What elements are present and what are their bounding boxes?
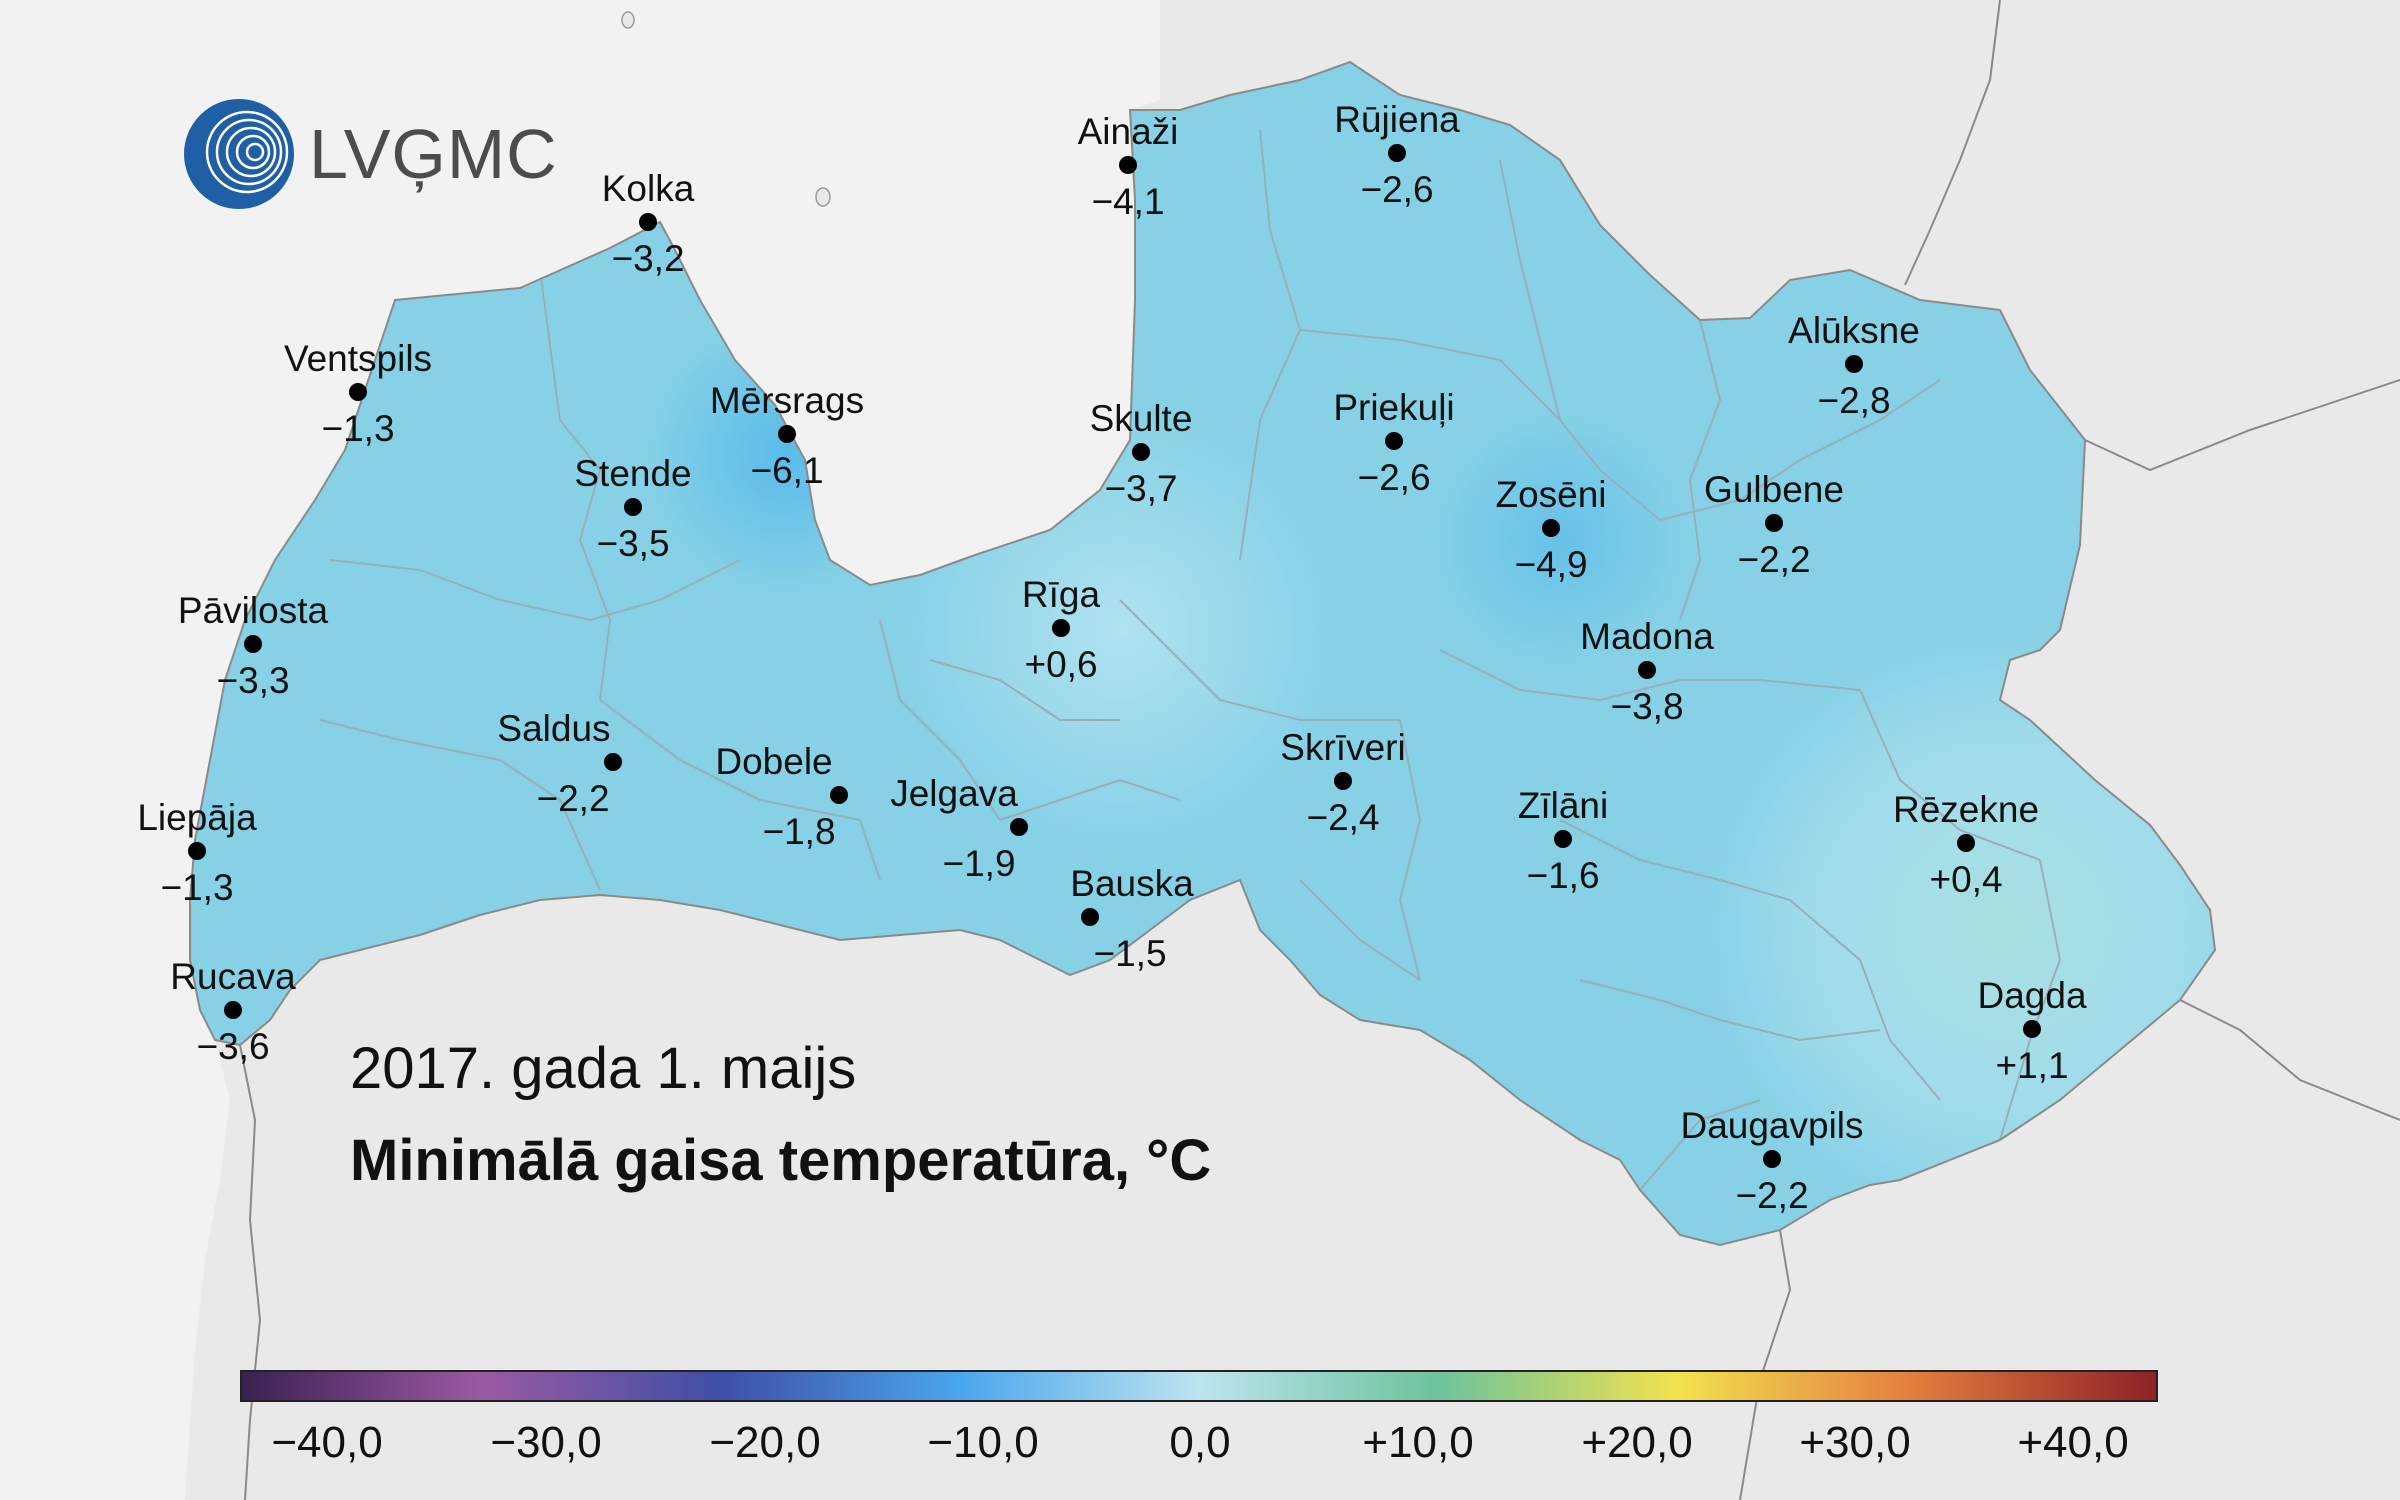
station-name: Stende: [574, 453, 692, 494]
station-temperature: −2,2: [1735, 1175, 1809, 1216]
station-marker: [1334, 772, 1352, 790]
station-temperature: −3,7: [1104, 468, 1178, 509]
station-name: Bauska: [1070, 863, 1194, 904]
station-marker: [224, 1001, 242, 1019]
station-temperature: −6,1: [750, 450, 824, 491]
temperature-colorbar: [240, 1370, 2158, 1402]
station-marker: [1542, 519, 1560, 537]
station-temperature: −2,2: [1737, 539, 1811, 580]
station-marker: [1388, 144, 1406, 162]
station-name: Rēzekne: [1892, 789, 2040, 830]
station-name: Liepāja: [137, 797, 257, 838]
colorbar-tick-label: +10,0: [1362, 1418, 1474, 1467]
station-marker: [1385, 432, 1403, 450]
colorbar-tick-label: −10,0: [927, 1418, 1039, 1467]
station-name: Skulte: [1089, 398, 1193, 439]
station-marker: [1081, 908, 1099, 926]
station-marker: [188, 842, 206, 860]
neighbour-borders: [239, 0, 2400, 1500]
station-name: Ventspils: [283, 338, 433, 379]
colorbar-tick-label: 0,0: [1169, 1418, 1231, 1467]
island: [815, 187, 831, 207]
island: [621, 11, 635, 29]
station-name: Gulbene: [1704, 469, 1844, 510]
station-name: Alūksne: [1788, 310, 1920, 351]
station-name: Madona: [1580, 616, 1714, 657]
station-name: Zīlāni: [1517, 785, 1609, 826]
station-marker: [1765, 514, 1783, 532]
colorbar-tick-label: +40,0: [2017, 1418, 2129, 1467]
station-temperature: −1,3: [160, 867, 234, 908]
station-name: Rīga: [1021, 574, 1101, 615]
station-name: Rucava: [170, 956, 296, 997]
station-marker: [1132, 443, 1150, 461]
station-marker: [2023, 1020, 2041, 1038]
station-temperature: −1,8: [762, 811, 836, 852]
station-name: Saldus: [497, 708, 611, 749]
station-temperature: −3,6: [196, 1026, 270, 1067]
lvgmc-logo-text: LVĢMC: [309, 115, 558, 193]
station-name: Rūjiena: [1334, 99, 1460, 140]
station-temperature: −3,2: [611, 238, 685, 279]
station-temperature: −1,6: [1526, 855, 1600, 896]
municipality-borders: [319, 129, 2062, 1191]
colorbar-tick-label: +30,0: [1799, 1418, 1911, 1467]
station-name: Jelgava: [890, 773, 1018, 814]
latvia-outline: [189, 60, 2217, 1247]
station-marker: [778, 425, 796, 443]
station-marker: [244, 635, 262, 653]
station-marker: [1763, 1150, 1781, 1168]
colorbar-tick-label: −40,0: [271, 1418, 383, 1467]
baltic-sea: [0, 0, 1160, 1500]
station-temperature: −2,8: [1817, 380, 1891, 421]
station-marker: [1052, 619, 1070, 637]
station-marker: [830, 786, 848, 804]
colorbar-tick-label: −30,0: [490, 1418, 602, 1467]
station-temperature: −3,5: [596, 523, 670, 564]
lvgmc-logo-icon: [184, 99, 294, 209]
colorbar-tick-label: +20,0: [1581, 1418, 1693, 1467]
colorbar-tick-label: −20,0: [709, 1418, 821, 1467]
station-name: Skrīveri: [1280, 727, 1406, 768]
station-temperature: −2,6: [1357, 457, 1431, 498]
station-temperature: −1,9: [942, 843, 1016, 884]
station-marker: [1638, 661, 1656, 679]
station-temperature: −2,2: [536, 778, 610, 819]
lvgmc-logo: LVĢMC: [183, 98, 558, 210]
station-temperature: −4,9: [1514, 544, 1588, 585]
station-temperature: −1,5: [1093, 933, 1167, 974]
station-name: Priekuļi: [1333, 387, 1455, 428]
station-marker: [1010, 818, 1028, 836]
station-name: Ainaži: [1077, 111, 1179, 152]
station-name: Pāvilosta: [177, 590, 329, 631]
station-temperature: −1,3: [321, 408, 395, 449]
station-marker: [1845, 355, 1863, 373]
station-marker: [349, 383, 367, 401]
station-name: Zosēni: [1495, 474, 1607, 515]
station-marker: [1119, 156, 1137, 174]
station-temperature: −2,4: [1306, 797, 1380, 838]
station-name: Mērsrags: [709, 380, 865, 421]
station-name: Daugavpils: [1680, 1105, 1864, 1146]
station-marker: [1554, 830, 1572, 848]
station-temperature: +1,1: [1995, 1045, 2069, 1086]
station-temperature: +0,6: [1024, 644, 1098, 685]
station-temperature: −2,6: [1360, 169, 1434, 210]
station-name: Dagda: [1977, 975, 2087, 1016]
station-marker: [624, 498, 642, 516]
station-name: Dobele: [715, 741, 833, 782]
station-temperature: −3,8: [1610, 686, 1684, 727]
map-title: Minimālā gaisa temperatūra, °C: [350, 1128, 1212, 1193]
station-temperature: +0,4: [1929, 859, 2003, 900]
station-marker: [639, 213, 657, 231]
station-marker: [1957, 834, 1975, 852]
station-name: Kolka: [601, 168, 695, 209]
station-temperature: −3,3: [216, 660, 290, 701]
station-marker: [604, 753, 622, 771]
station-temperature: −4,1: [1091, 181, 1165, 222]
map-date: 2017. gada 1. maijs: [350, 1036, 857, 1101]
